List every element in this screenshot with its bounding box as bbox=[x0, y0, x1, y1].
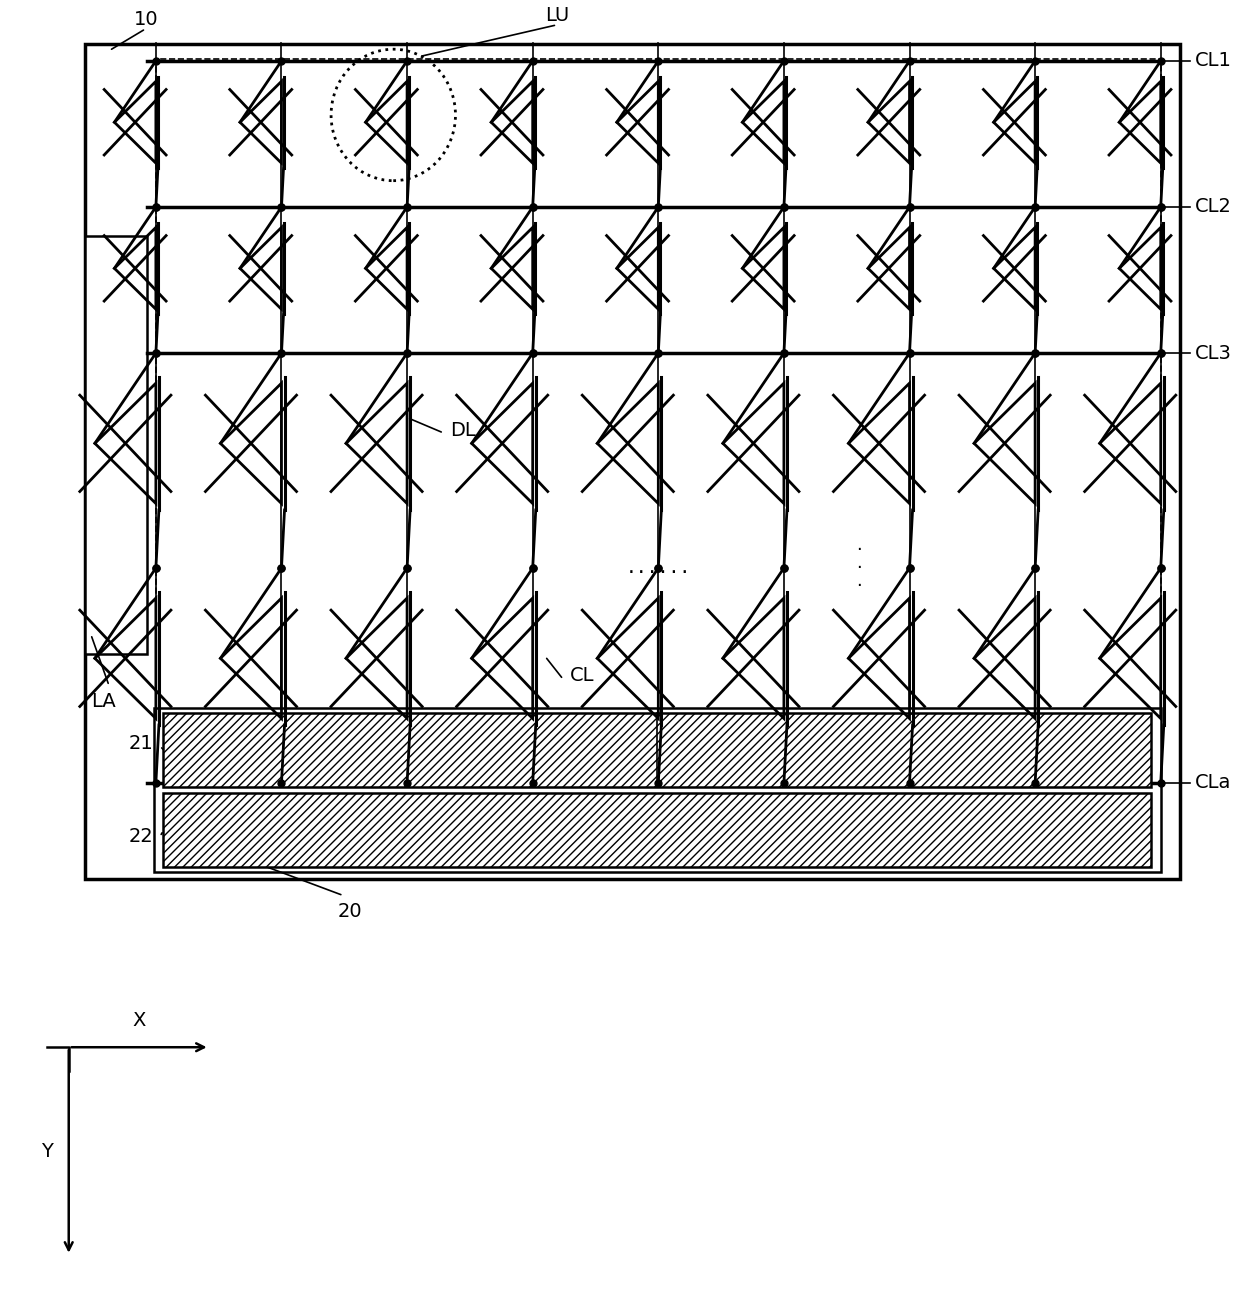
Text: CLa: CLa bbox=[1195, 774, 1231, 792]
Text: ......: ...... bbox=[626, 559, 691, 578]
Text: ·
·
·: · · · bbox=[856, 541, 862, 595]
Text: CL2: CL2 bbox=[1195, 198, 1233, 216]
Text: 21: 21 bbox=[129, 734, 154, 753]
Text: LU: LU bbox=[544, 5, 569, 25]
Bar bbox=[164, 794, 1151, 868]
Text: 20: 20 bbox=[337, 902, 362, 921]
Polygon shape bbox=[154, 708, 1161, 872]
Text: X: X bbox=[133, 1011, 146, 1030]
Text: 10: 10 bbox=[134, 9, 159, 29]
Polygon shape bbox=[84, 237, 148, 653]
Text: CL3: CL3 bbox=[1195, 343, 1233, 363]
Bar bbox=[164, 713, 1151, 787]
Text: Y: Y bbox=[41, 1142, 53, 1160]
Text: LA: LA bbox=[91, 692, 115, 712]
Text: DL: DL bbox=[450, 422, 476, 440]
Text: CL: CL bbox=[569, 666, 594, 686]
Text: CL1: CL1 bbox=[1195, 51, 1233, 70]
Text: 22: 22 bbox=[129, 827, 154, 847]
